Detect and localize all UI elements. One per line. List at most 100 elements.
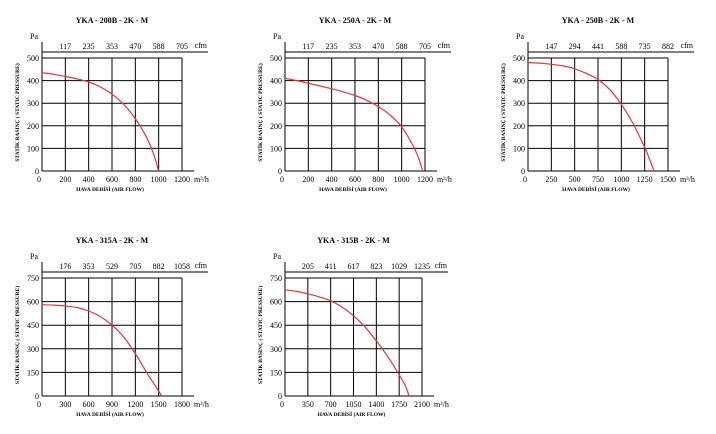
y-axis-label: STATİK BASINÇ ( STATIC PRESSURE) bbox=[14, 286, 21, 384]
x-axis-label: HAVA DEBİSİ (AIR FLOW) bbox=[319, 186, 387, 193]
y-tick-label: 0 bbox=[278, 392, 282, 401]
x-tick-label: 1250 bbox=[637, 175, 653, 184]
y-tick-label: 0 bbox=[521, 167, 525, 176]
y-unit-label: Pa bbox=[273, 32, 281, 41]
x-tick-label: 2100 bbox=[414, 400, 430, 409]
cfm-unit-label: cfm bbox=[681, 41, 694, 50]
y-tick-label: 200 bbox=[270, 122, 282, 131]
x-tick-label: 800 bbox=[129, 175, 141, 184]
cfm-tick-label: 117 bbox=[302, 42, 314, 51]
y-tick-label: 150 bbox=[270, 368, 282, 377]
cfm-tick-label: 353 bbox=[83, 262, 95, 271]
x-tick-label: 0 bbox=[523, 175, 527, 184]
cfm-tick-label: 588 bbox=[615, 42, 627, 51]
cfm-tick-label: 441 bbox=[592, 42, 604, 51]
x-tick-label: 200 bbox=[59, 175, 71, 184]
x-tick-label: 1000 bbox=[613, 175, 629, 184]
x-unit-label: m³/h bbox=[437, 175, 452, 184]
cfm-tick-label: 1058 bbox=[174, 262, 190, 271]
cfm-tick-label: 470 bbox=[372, 42, 384, 51]
cfm-tick-label: 235 bbox=[83, 42, 95, 51]
cfm-tick-label: 705 bbox=[419, 42, 431, 51]
chart-2: YKA - 250A - 2K - M 0 100 200 300 400 500 0 200 4… bbox=[257, 16, 452, 193]
y-tick-label: 300 bbox=[513, 99, 525, 108]
x-tick-label: 1200 bbox=[174, 175, 190, 184]
chart-title: YKA - 200B - 2K - M bbox=[76, 16, 149, 25]
cfm-tick-label: 1235 bbox=[414, 262, 430, 271]
y-tick-label: 0 bbox=[35, 167, 39, 176]
cfm-unit-label: cfm bbox=[438, 41, 451, 50]
x-axis-label: HAVA DEBİSİ (AIR FLOW) bbox=[76, 186, 144, 193]
x-tick-label: 350 bbox=[302, 400, 314, 409]
chart-title: YKA - 250B - 2K - M bbox=[562, 16, 635, 25]
y-tick-label: 500 bbox=[270, 54, 282, 63]
performance-curve-1 bbox=[284, 77, 424, 172]
y-tick-label: 500 bbox=[27, 54, 39, 63]
chart-5: YKA - 315B - 2K - M 0 150 300 450 600 750 0 350 7… bbox=[257, 236, 449, 418]
y-tick-label: 100 bbox=[513, 144, 525, 153]
y-tick-label: 0 bbox=[35, 392, 39, 401]
cfm-tick-label: 235 bbox=[326, 42, 338, 51]
y-axis-label: STATİK BASINÇ ( STATIC PRESSURE) bbox=[257, 63, 264, 161]
y-tick-label: 400 bbox=[513, 77, 525, 86]
chart-1: YKA - 200B - 2K - M 0 100 200 300 400 500 0 200 4… bbox=[14, 16, 209, 193]
x-tick-label: 1400 bbox=[368, 400, 384, 409]
performance-curve-1 bbox=[41, 72, 160, 172]
x-tick-label: 500 bbox=[569, 175, 581, 184]
x-unit-label: m³/h bbox=[194, 175, 209, 184]
x-tick-label: 1050 bbox=[346, 400, 362, 409]
cfm-tick-label: 705 bbox=[176, 42, 188, 51]
y-tick-label: 0 bbox=[278, 167, 282, 176]
x-tick-label: 200 bbox=[302, 175, 314, 184]
y-tick-label: 750 bbox=[270, 274, 282, 283]
x-tick-label: 600 bbox=[106, 175, 118, 184]
y-tick-label: 600 bbox=[270, 298, 282, 307]
y-tick-label: 400 bbox=[270, 77, 282, 86]
x-tick-label: 0 bbox=[280, 400, 284, 409]
x-unit-label: m³/h bbox=[680, 175, 695, 184]
y-tick-label: 400 bbox=[27, 77, 39, 86]
chart-title: YKA - 315B - 2K - M bbox=[317, 236, 390, 245]
x-tick-label: 700 bbox=[325, 400, 337, 409]
x-tick-label: 600 bbox=[83, 400, 95, 409]
x-tick-label: 400 bbox=[83, 175, 95, 184]
cfm-tick-label: 117 bbox=[59, 42, 71, 51]
y-tick-label: 200 bbox=[513, 122, 525, 131]
cfm-tick-label: 705 bbox=[129, 262, 141, 271]
x-unit-label: m³/h bbox=[194, 400, 209, 409]
y-unit-label: Pa bbox=[30, 32, 38, 41]
cfm-tick-label: 470 bbox=[129, 42, 141, 51]
cfm-tick-label: 882 bbox=[153, 262, 165, 271]
chart-3: YKA - 250B - 2K - M 0 100 200 300 400 500 0 250 5… bbox=[500, 16, 695, 193]
cfm-unit-label: cfm bbox=[195, 41, 208, 50]
cfm-tick-label: 411 bbox=[325, 262, 337, 271]
x-tick-label: 1000 bbox=[394, 175, 410, 184]
x-tick-label: 750 bbox=[592, 175, 604, 184]
y-tick-label: 300 bbox=[27, 99, 39, 108]
y-tick-label: 100 bbox=[270, 144, 282, 153]
cfm-tick-label: 176 bbox=[59, 262, 71, 271]
x-tick-label: 0 bbox=[37, 175, 41, 184]
cfm-tick-label: 617 bbox=[348, 262, 360, 271]
cfm-tick-label: 1029 bbox=[391, 262, 407, 271]
performance-curve-1 bbox=[284, 289, 410, 397]
y-tick-label: 150 bbox=[27, 368, 39, 377]
x-axis-label: HAVA DEBİSİ (AIR FLOW) bbox=[76, 411, 144, 418]
performance-curve-1 bbox=[41, 304, 163, 397]
y-tick-label: 750 bbox=[27, 274, 39, 283]
y-tick-label: 200 bbox=[27, 122, 39, 131]
cfm-tick-label: 588 bbox=[396, 42, 408, 51]
x-tick-label: 1200 bbox=[127, 400, 143, 409]
x-tick-label: 1000 bbox=[151, 175, 167, 184]
chart-title: YKA - 250A - 2K - M bbox=[319, 16, 392, 25]
y-tick-label: 300 bbox=[27, 345, 39, 354]
cfm-tick-label: 205 bbox=[302, 262, 314, 271]
x-tick-label: 250 bbox=[545, 175, 557, 184]
y-axis-label: STATİK BASINÇ ( STATIC PRESSURE) bbox=[14, 63, 21, 161]
y-axis-label: STATİK BASINÇ ( STATIC PRESSURE) bbox=[500, 63, 507, 161]
x-unit-label: m³/h bbox=[434, 400, 449, 409]
y-axis-label: STATİK BASINÇ ( STATIC PRESSURE) bbox=[257, 286, 264, 384]
y-tick-label: 100 bbox=[27, 144, 39, 153]
chart-4: YKA - 315A - 2K - M 0 150 300 450 600 750 0 300 6… bbox=[14, 236, 209, 418]
